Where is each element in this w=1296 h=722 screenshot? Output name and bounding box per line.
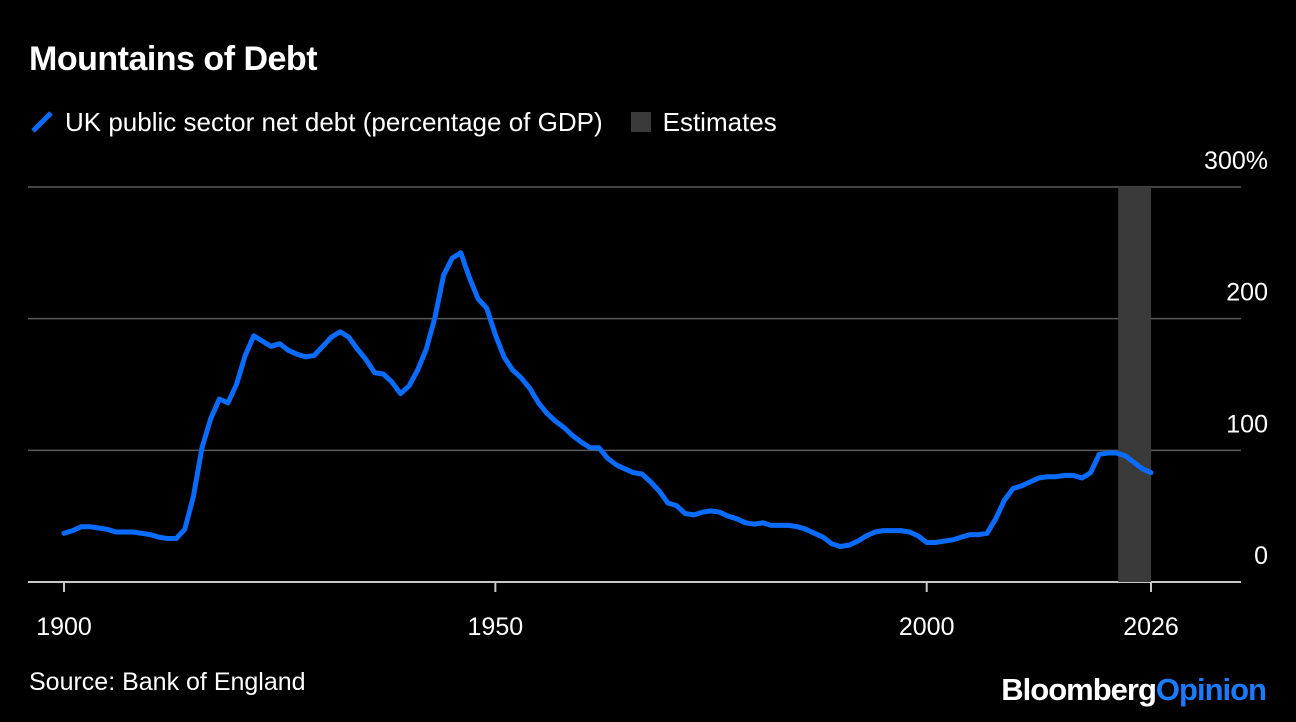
brand-part-2: Opinion: [1155, 672, 1267, 707]
chart-title: Mountains of Debt: [29, 40, 318, 78]
legend-estimates-label: Estimates: [662, 106, 777, 137]
y-tick-label-300: 300%: [1204, 147, 1268, 175]
y-tick-label-100: 100: [1226, 410, 1268, 438]
legend: UK public sector net debt (percentage of…: [29, 104, 777, 140]
legend-series-label: UK public sector net debt (percentage of…: [65, 106, 603, 137]
source-note: Source: Bank of England: [29, 668, 306, 696]
brand-logo: BloombergOpinion: [1001, 672, 1267, 707]
brand-part-1: Bloomberg: [1001, 672, 1157, 707]
x-tick-label-1900: 1900: [36, 613, 92, 641]
estimates-band: [1118, 187, 1151, 582]
x-tick-label-2026: 2026: [1123, 613, 1179, 641]
legend-item-estimates: Estimates: [603, 107, 777, 138]
legend-item-series: UK public sector net debt (percentage of…: [29, 107, 603, 138]
x-tick-label-1950: 1950: [468, 613, 524, 641]
series-line-0: [61, 250, 1154, 549]
y-tick-label-0: 0: [1254, 542, 1268, 570]
x-tick-label-2000: 2000: [899, 613, 955, 641]
legend-line-swatch: [31, 111, 53, 133]
legend-estimates-swatch: [630, 112, 651, 132]
y-tick-label-200: 200: [1226, 279, 1268, 307]
